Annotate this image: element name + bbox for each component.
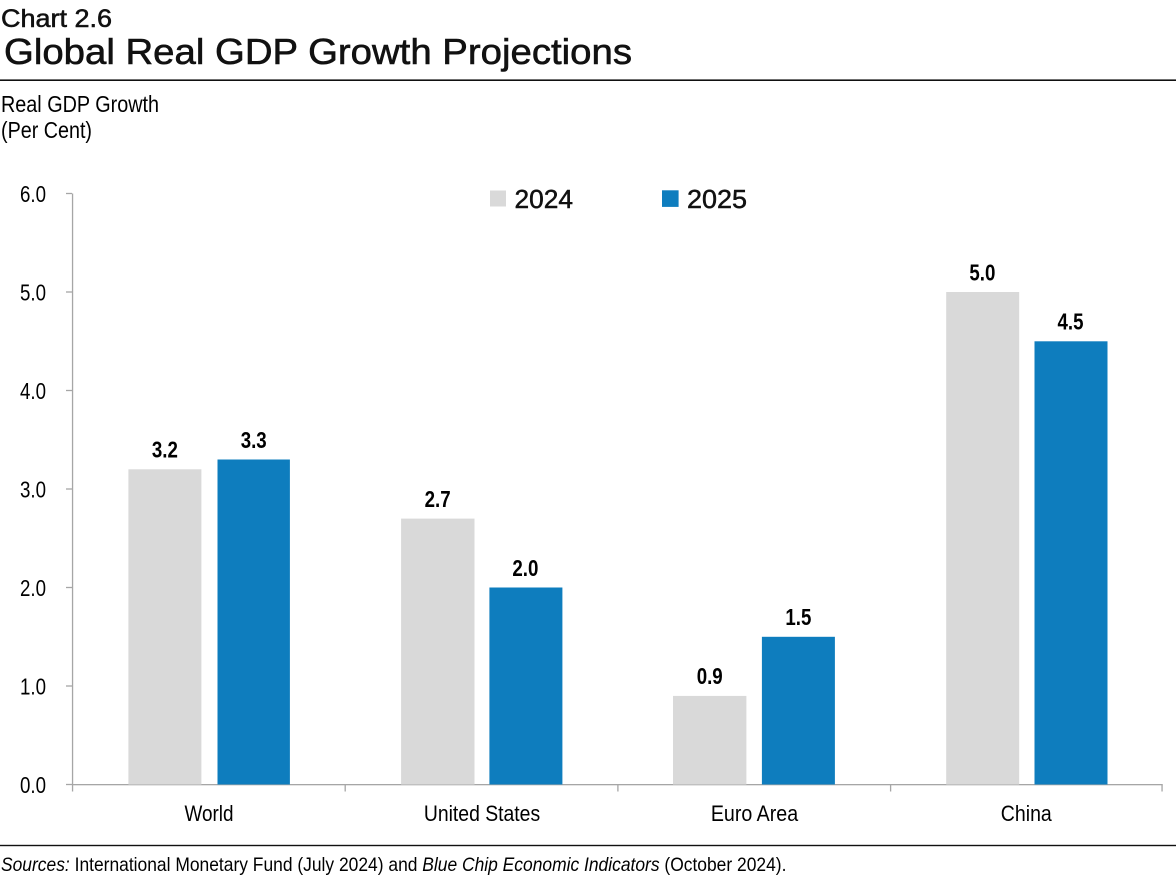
svg-text:1.5: 1.5	[785, 604, 811, 630]
svg-text:0.0: 0.0	[20, 772, 46, 798]
svg-text:Sources: International Monetar: Sources: International Monetary Fund (Ju…	[1, 853, 786, 875]
svg-text:4.5: 4.5	[1058, 309, 1084, 335]
svg-text:4.0: 4.0	[20, 378, 46, 404]
svg-text:World: World	[185, 801, 234, 826]
svg-text:3.0: 3.0	[20, 477, 46, 503]
svg-text:3.2: 3.2	[152, 437, 178, 463]
svg-text:Real GDP Growth: Real GDP Growth	[1, 91, 159, 117]
svg-text:1.0: 1.0	[20, 674, 46, 700]
svg-text:3.3: 3.3	[241, 427, 267, 453]
svg-text:2.7: 2.7	[425, 486, 451, 512]
svg-text:0.9: 0.9	[697, 663, 723, 689]
svg-text:2025: 2025	[687, 184, 747, 214]
svg-text:Euro Area: Euro Area	[711, 801, 799, 826]
svg-text:6.0: 6.0	[20, 181, 46, 207]
svg-text:China: China	[1001, 801, 1052, 826]
svg-text:5.0: 5.0	[20, 280, 46, 306]
svg-text:United States: United States	[424, 801, 540, 826]
svg-text:Chart 2.6: Chart 2.6	[1, 5, 112, 33]
svg-text:(Per Cent): (Per Cent)	[1, 117, 92, 143]
svg-text:5.0: 5.0	[969, 259, 995, 285]
svg-text:2024: 2024	[515, 184, 574, 214]
svg-text:Global Real GDP Growth Project: Global Real GDP Growth Projections	[4, 31, 632, 72]
svg-text:2.0: 2.0	[20, 575, 46, 601]
svg-text:2.0: 2.0	[512, 555, 538, 581]
